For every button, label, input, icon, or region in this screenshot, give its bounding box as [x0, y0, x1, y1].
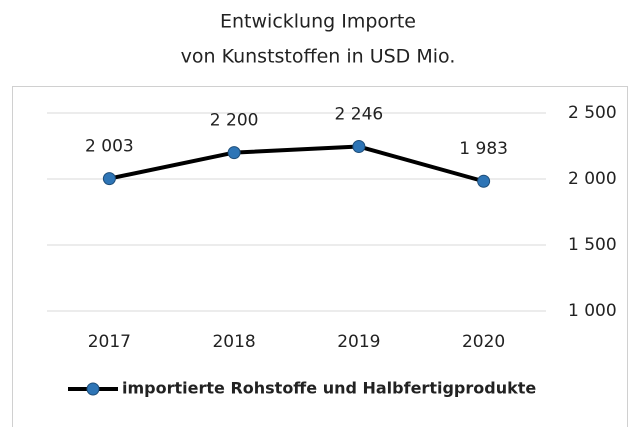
line — [108, 144, 485, 184]
data-label: 2 003 — [85, 137, 134, 157]
x-tick-label: 2019 — [337, 332, 380, 352]
marker — [477, 174, 491, 188]
data-label: 1 983 — [459, 139, 508, 159]
chart-border — [12, 86, 628, 427]
y-tick-label: 2 500 — [568, 103, 617, 123]
data-label: 2 246 — [335, 105, 384, 125]
x-tick-label: 2020 — [462, 332, 505, 352]
x-tick-label: 2018 — [212, 332, 255, 352]
marker — [227, 146, 241, 160]
marker — [352, 140, 366, 154]
y-tick-label: 2 000 — [568, 169, 617, 189]
y-tick-label: 1 500 — [568, 235, 617, 255]
chart-title: von Kunststoffen in USD Mio. — [181, 46, 456, 68]
data-label: 2 200 — [210, 111, 259, 131]
legend-label: importierte Rohstoffe und Halbfertigprod… — [122, 379, 536, 398]
legend-marker — [86, 382, 100, 396]
chart-title: Entwicklung Importe — [220, 11, 416, 33]
marker — [102, 172, 116, 186]
y-tick-label: 1 000 — [568, 301, 617, 321]
x-tick-label: 2017 — [88, 332, 131, 352]
